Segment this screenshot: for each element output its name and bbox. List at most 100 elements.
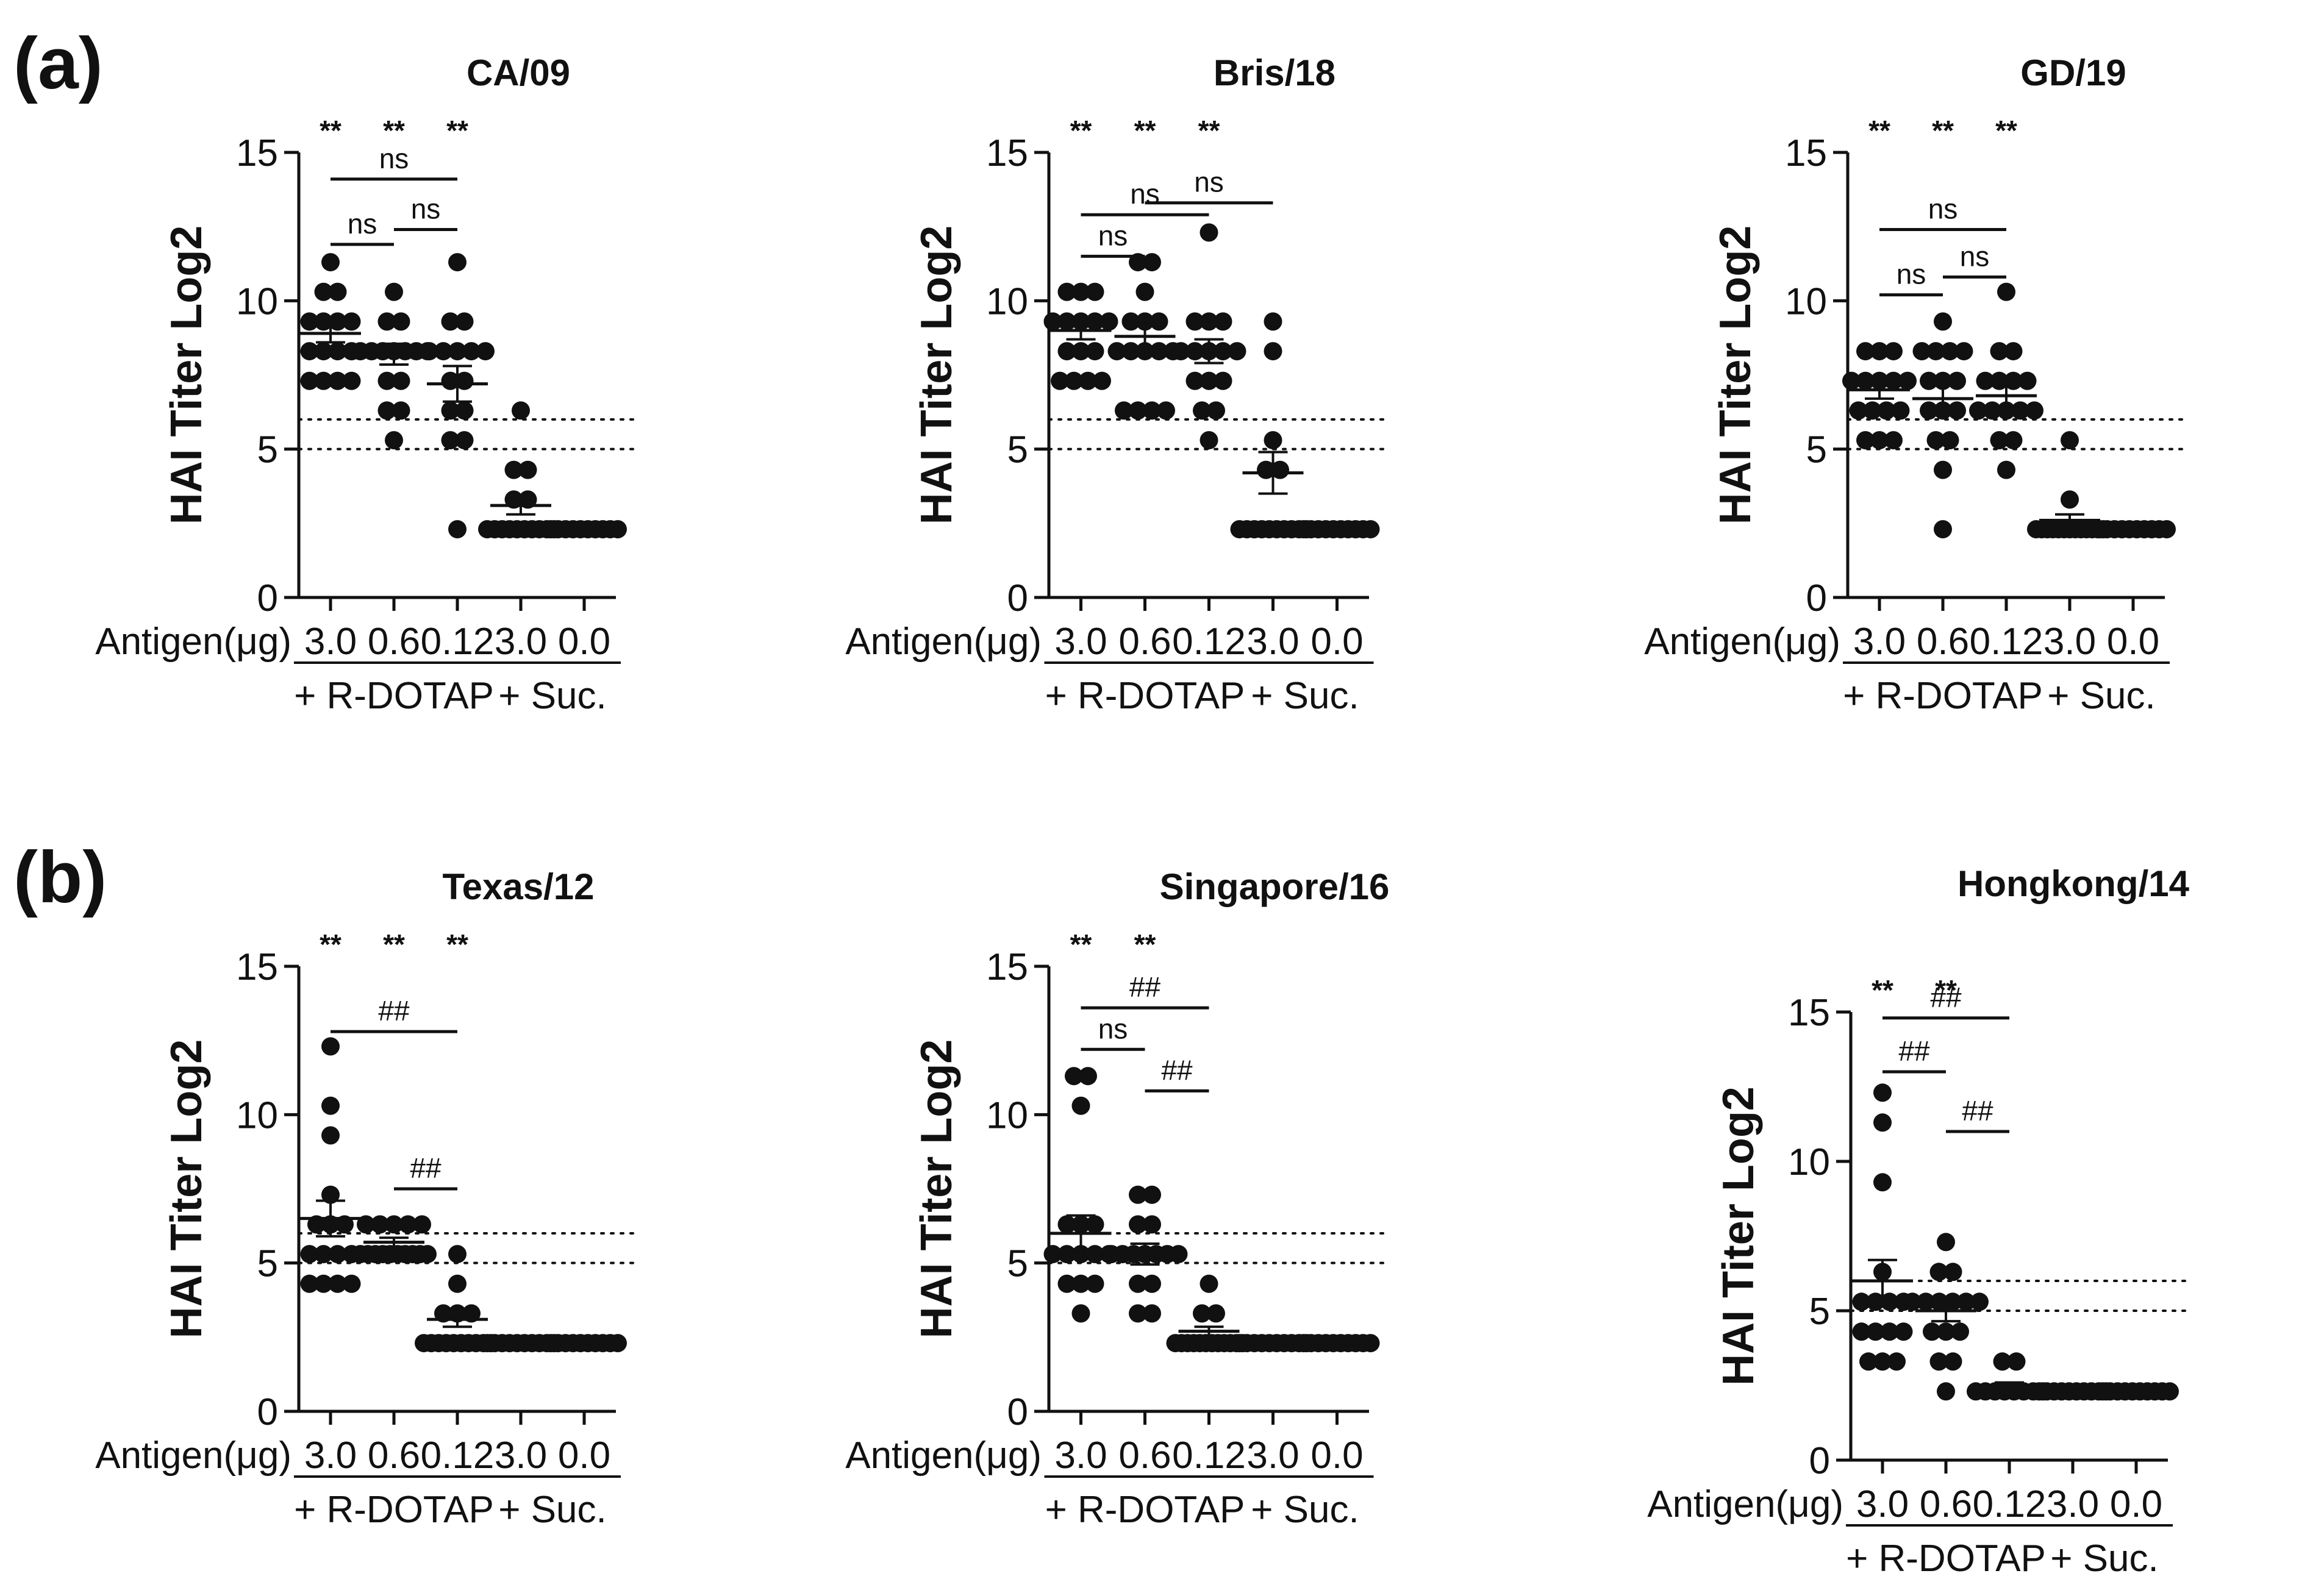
y-tick-label: 10 (986, 1094, 1028, 1136)
x-tick-label: 0.6 (368, 1435, 420, 1477)
x-tick-label: 3.0 (2047, 1483, 2099, 1525)
x-tick-label: 0.6 (368, 621, 420, 663)
chart-title: Hongkong/14 (1958, 863, 2190, 904)
data-point (328, 1274, 347, 1293)
data-point (1969, 401, 1987, 420)
y-tick-label: 0 (257, 577, 278, 619)
data-point (1856, 342, 1875, 361)
x-tick-label: 3.0 (1054, 1435, 1107, 1477)
x-tick-label: 0.0 (1310, 1435, 1363, 1477)
data-point (1093, 371, 1111, 390)
data-point (1129, 401, 1147, 420)
data-point (1135, 312, 1154, 331)
data-point (300, 1245, 319, 1264)
x-axis-prefix: Antigen(μg) (845, 1435, 1042, 1477)
comparison-label: ns (1897, 258, 1926, 290)
data-point (1842, 371, 1861, 390)
data-point (1057, 282, 1076, 301)
significance-stars: ** (1070, 929, 1092, 960)
data-point (328, 371, 347, 390)
data-point (1200, 431, 1218, 450)
data-point (1169, 1245, 1188, 1264)
data-point (1057, 1245, 1076, 1264)
significance-stars: ** (446, 929, 468, 960)
data-point (2061, 490, 2079, 509)
data-point (377, 371, 396, 390)
x-axis-prefix: Antigen(μg) (845, 621, 1042, 663)
x-tick-label: 3.0 (1856, 1483, 1909, 1525)
data-point (342, 312, 361, 331)
chart-title: Bris/18 (1214, 52, 1335, 93)
group-label-suc: + Suc. (2047, 675, 2156, 717)
data-point (448, 1245, 467, 1264)
data-point (328, 282, 347, 301)
significance-stars: ** (1995, 115, 2017, 146)
y-tick-label: 10 (1788, 1141, 1830, 1183)
significance-stars: ** (320, 115, 341, 146)
data-point (455, 312, 474, 331)
significance-stars: ** (1198, 115, 1220, 146)
data-point (385, 1215, 403, 1234)
x-tick-label: 0.0 (558, 1435, 610, 1477)
data-point (1143, 1185, 1161, 1204)
data-point (1071, 1274, 1090, 1293)
x-axis-prefix: Antigen(μg) (95, 621, 291, 663)
data-point (1065, 371, 1083, 390)
y-tick-label: 10 (1785, 280, 1827, 323)
data-point (1271, 460, 1289, 479)
x-tick-label: 0.0 (1310, 621, 1363, 663)
y-tick-label: 10 (236, 1094, 278, 1136)
x-axis-prefix: Antigen(μg) (1647, 1483, 1843, 1525)
y-tick-label: 15 (986, 946, 1028, 988)
panel-label-a: (a) (13, 23, 103, 104)
data-point (1884, 431, 1903, 450)
data-point (1193, 401, 1211, 420)
data-point (1923, 1322, 1941, 1341)
data-point (455, 401, 474, 420)
data-point (1361, 520, 1380, 539)
data-point (1200, 1274, 1218, 1293)
data-point (1929, 1352, 1948, 1371)
data-point (1884, 342, 1903, 361)
data-point (1135, 282, 1154, 301)
data-point (342, 1274, 361, 1293)
comparison-label: ns (411, 193, 441, 225)
x-tick-label: 3.0 (1246, 1435, 1299, 1477)
comparison-label: ns (379, 143, 409, 174)
data-point (1051, 371, 1069, 390)
data-point (1361, 1334, 1380, 1353)
y-axis-label: HAI Titer Log2 (1714, 1086, 1763, 1386)
x-tick-label: 0.6 (1917, 621, 1969, 663)
comparison-label: ## (410, 1152, 442, 1184)
group-label-suc: + Suc. (498, 1489, 607, 1531)
chart-title: GD/19 (2020, 52, 2126, 93)
data-point (1071, 1304, 1090, 1323)
data-point (2061, 431, 2079, 450)
data-point (1943, 1292, 1962, 1311)
data-point (1976, 371, 1995, 390)
y-tick-label: 5 (1809, 1291, 1830, 1333)
data-point (1873, 1173, 1892, 1192)
comparison-label: ns (348, 208, 377, 240)
y-tick-label: 15 (236, 132, 278, 174)
data-point (1065, 1067, 1083, 1086)
data-point (420, 342, 438, 361)
data-point (1071, 342, 1090, 361)
data-point (385, 282, 403, 301)
y-tick-label: 15 (1785, 132, 1827, 174)
data-point (1873, 1083, 1892, 1102)
data-point (321, 1037, 340, 1056)
y-tick-label: 5 (257, 429, 278, 471)
data-point (1920, 401, 1938, 420)
data-point (1943, 1352, 1962, 1371)
group-label-rdotap: + R-DOTAP (1045, 1489, 1245, 1531)
group-label-suc: + Suc. (2050, 1538, 2159, 1579)
x-tick-label: 0.12 (1172, 621, 1246, 663)
data-point (1149, 312, 1168, 331)
significance-stars: ** (1134, 115, 1156, 146)
data-point (1149, 342, 1168, 361)
data-point (2007, 1352, 2026, 1371)
data-point (1085, 1215, 1104, 1234)
data-point (314, 342, 333, 361)
